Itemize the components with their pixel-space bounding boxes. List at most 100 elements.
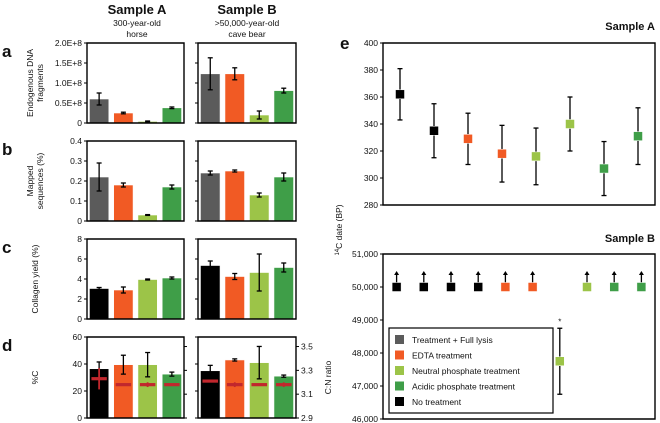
legend-swatch	[395, 350, 404, 360]
bar-c-sample-a-4	[161, 277, 182, 320]
data-point-b-3	[446, 282, 456, 292]
y-tick-label: 47,000	[352, 381, 378, 391]
y-tick-label: 280	[364, 200, 378, 210]
y-axis-label: Collagen yield (%)	[30, 244, 40, 313]
plot-frame	[86, 42, 185, 124]
data-point-a-2	[429, 126, 439, 136]
legend-swatch	[395, 335, 404, 344]
sample-a-subtitle-1: 300-year-old	[113, 18, 161, 28]
panel-label-c: c	[2, 238, 11, 257]
y-tick-label: 360	[364, 92, 378, 102]
legend-label: Treatment + Full lysis	[412, 335, 493, 345]
y-axis-label-e: 14C date (BP)	[334, 204, 344, 255]
legend-label: EDTA treatment	[412, 351, 472, 361]
bar-a-sample-b-2	[224, 73, 245, 124]
bar-c-sample-a-1	[89, 288, 110, 320]
y-tick-label: 60	[73, 332, 83, 342]
y-tick-label: 8	[77, 234, 82, 244]
y-tick-label: 0.5E+8	[55, 98, 82, 108]
y-axis-label-text: C date (BP)	[334, 204, 344, 249]
bar-d-sample-b-1	[200, 370, 221, 419]
y-tick-label: 4	[77, 274, 82, 284]
y-tick-label: 340	[364, 119, 378, 129]
y-tick-label: 380	[364, 65, 378, 75]
subplot-title: Sample A	[605, 21, 655, 33]
y-tick-label: 0.3	[70, 156, 82, 166]
bar-b-sample-b-4	[273, 176, 294, 222]
y-axis-label: %C	[30, 371, 40, 385]
y-tick-label: 0.4	[70, 136, 82, 146]
y-axis-label: fragments	[35, 64, 45, 102]
cn-ratio-marker-a-2	[115, 383, 132, 387]
y2-tick-label: 3.3	[301, 365, 313, 375]
data-point-a-4	[497, 148, 507, 159]
data-point-b-8	[582, 282, 592, 292]
y-tick-label: 48,000	[352, 348, 378, 358]
data-point-a-7	[599, 163, 609, 174]
legend-label: No treatment	[412, 397, 462, 407]
y-tick-label: 300	[364, 173, 378, 183]
y-tick-label: 400	[364, 38, 378, 48]
plot-frame	[86, 238, 185, 320]
y-tick-label: 0.1	[70, 196, 82, 206]
data-point-b-4	[473, 282, 483, 292]
plot-frame	[382, 253, 656, 420]
bar-d-sample-a-4	[161, 373, 182, 419]
arrow-head-icon	[584, 271, 590, 275]
legend-swatch	[395, 366, 404, 375]
bar-b-sample-b-3	[249, 194, 270, 222]
y-tick-label: 6	[77, 254, 82, 264]
y-tick-label: 50,000	[352, 282, 378, 292]
arrow-head-icon	[475, 271, 481, 275]
sample-b-subtitle-2: cave bear	[228, 29, 265, 39]
panel-label-e: e	[340, 34, 349, 53]
panel-label-d: d	[2, 336, 12, 355]
y2-tick-label: 2.9	[301, 413, 313, 423]
sample-a-title: Sample A	[108, 2, 167, 17]
y-tick-label: 0	[77, 413, 82, 423]
plot-frame	[197, 42, 297, 124]
bar-c-sample-a-3	[137, 279, 158, 320]
cn-ratio-marker-a-4	[164, 383, 180, 387]
bar-b-sample-a-2	[113, 184, 134, 222]
y-tick-label: 0	[77, 216, 82, 226]
data-point-a-1	[395, 89, 405, 100]
bar-a-sample-b-4	[273, 90, 294, 124]
data-point-b-1	[391, 282, 402, 292]
panel-label-a: a	[2, 42, 12, 61]
bar-c-sample-a-2	[113, 289, 134, 320]
y-tick-label: 49,000	[352, 315, 378, 325]
bar-d-sample-b-2	[224, 359, 245, 419]
bar-a-sample-a-2	[113, 112, 134, 124]
bar-c-sample-b-1	[200, 265, 221, 320]
arrow-head-icon	[448, 271, 454, 275]
panel-label-b: b	[2, 140, 12, 159]
data-point-b-6	[527, 282, 538, 292]
plot-frame	[86, 140, 185, 222]
cn-ratio-marker-a-3	[139, 383, 156, 387]
y-axis-label-superscript: 14	[335, 248, 341, 255]
bar-b-sample-b-1	[200, 172, 221, 222]
bar-c-sample-b-2	[224, 276, 245, 320]
cn-ratio-marker-b-1	[202, 379, 219, 383]
y2-tick-label: 3.5	[301, 342, 313, 352]
y2-tick-label: 3.1	[301, 389, 313, 399]
bar-c-sample-b-4	[273, 267, 294, 320]
y-tick-label: 20	[73, 386, 83, 396]
bar-b-sample-b-2	[224, 170, 245, 222]
data-point-a-8	[633, 131, 643, 141]
y-tick-label: 2	[77, 294, 82, 304]
bar-a-sample-a-4	[161, 107, 182, 124]
arrow-head-icon	[611, 271, 617, 275]
legend-swatch	[395, 397, 404, 406]
cn-ratio-marker-a-1	[91, 377, 107, 381]
arrow-head-icon	[638, 271, 644, 275]
sample-a-subtitle-2: horse	[126, 29, 148, 39]
data-point-b-10	[636, 282, 647, 292]
subplot-title: Sample B	[605, 233, 655, 245]
sample-b-title: Sample B	[217, 2, 276, 17]
data-point-b-5	[500, 282, 511, 292]
plot-frame	[197, 238, 297, 320]
arrow-head-icon	[530, 271, 536, 275]
plot-frame	[197, 140, 297, 222]
